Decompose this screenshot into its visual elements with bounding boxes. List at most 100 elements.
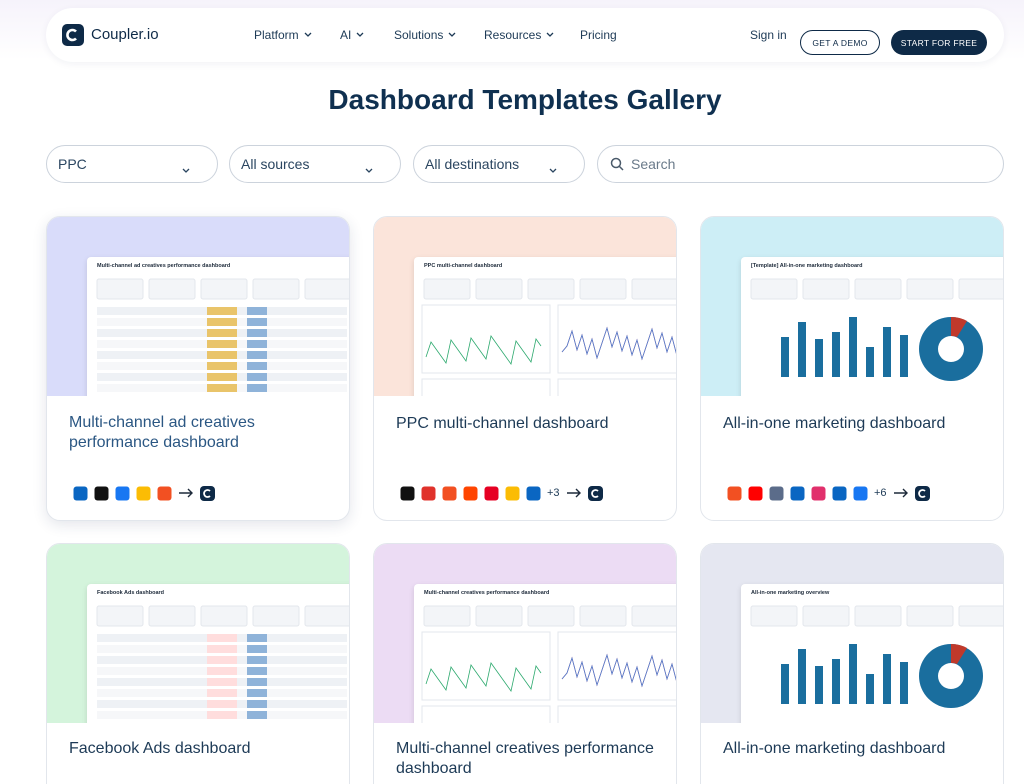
nav-label: Resources [484, 28, 542, 42]
source-icon [94, 486, 109, 500]
dropdown-chevron [549, 161, 558, 177]
source-icon [73, 486, 88, 500]
card-title: All-in-one marketing dashboard [723, 415, 946, 432]
nav-item[interactable]: Platform [254, 28, 312, 42]
coupler-icon [587, 485, 603, 501]
arrow-icon [179, 488, 193, 498]
source-icons: +6 [727, 485, 930, 501]
source-icon [442, 486, 457, 500]
sign-in[interactable]: Sign in [750, 28, 787, 42]
preview-title: Facebook Ads dashboard [97, 590, 165, 596]
chevron [546, 32, 554, 37]
source-icons [73, 485, 215, 501]
chevron [356, 32, 364, 37]
dropdown-chevron [365, 161, 374, 177]
search-placeholder: Search [631, 156, 676, 172]
coupler-icon [914, 485, 930, 501]
dashboard-preview: Multi-channel ad creatives performance d… [87, 257, 349, 396]
start-button[interactable]: START FOR FREE [891, 30, 987, 55]
nav-label: AI [340, 28, 352, 42]
template-card[interactable]: [Template] All-in-one marketing dashboar… [700, 216, 1004, 521]
template-card[interactable]: Facebook Ads dashboard Facebook Ads dashb… [46, 543, 350, 784]
preview-title: [Template] All-in-one marketing dashboar… [751, 263, 863, 269]
preview-title: Multi-channel ad creatives performance d… [97, 263, 231, 269]
dropdown-chevron [182, 161, 191, 177]
card-thumbnail: Multi-channel creatives performance dash… [374, 544, 676, 723]
nav-item[interactable]: Resources [484, 28, 554, 42]
source-icon [400, 486, 415, 500]
preview-graphics [750, 605, 1003, 708]
dashboard-preview: Multi-channel creatives performance dash… [414, 584, 676, 723]
nav-item[interactable]: AI [340, 28, 364, 42]
type-filter[interactable]: PPC [46, 145, 218, 183]
more-sources: +3 [547, 487, 560, 499]
source-icon [811, 486, 826, 500]
card-title: All-in-one marketing dashboard [723, 740, 946, 757]
source-icon [727, 486, 742, 500]
card-thumbnail: Facebook Ads dashboard [47, 544, 349, 723]
card-thumbnail: All-in-one marketing overview [701, 544, 1003, 723]
demo-button[interactable]: GET A DEMO [800, 30, 880, 55]
dashboard-preview: All-in-one marketing overview [741, 584, 1003, 723]
source-icon [832, 486, 847, 500]
preview-graphics [96, 605, 349, 719]
card-thumbnail: Multi-channel ad creatives performance d… [47, 217, 349, 396]
filter-value: All destinations [425, 156, 520, 172]
source-icon [421, 486, 436, 500]
nav-bar: Coupler.io Sign in GET A DEMO START FOR … [46, 8, 1004, 62]
card-title: Multi-channel creatives performance dash… [396, 740, 654, 777]
more-sources: +6 [874, 487, 887, 499]
chevron [549, 168, 557, 173]
chevron [365, 168, 373, 173]
preview-title: All-in-one marketing overview [751, 590, 830, 596]
source-icon [526, 486, 541, 500]
page-title: Dashboard Templates Gallery [328, 84, 722, 115]
filter-value: PPC [58, 156, 87, 172]
source-icon [463, 486, 478, 500]
search-box[interactable]: Search [597, 145, 1004, 183]
source-icon [484, 486, 499, 500]
dashboard-preview: PPC multi-channel dashboard [414, 257, 676, 396]
source-icons: +3 [400, 485, 603, 501]
preview-graphics [96, 278, 349, 392]
source-icon [853, 486, 868, 500]
card-thumbnail: PPC multi-channel dashboard [374, 217, 676, 396]
logo-icon [62, 24, 84, 46]
template-card[interactable]: Multi-channel ad creatives performance d… [46, 216, 350, 521]
filter-value: All sources [241, 156, 310, 172]
nav-item[interactable]: Solutions [394, 28, 456, 42]
template-card[interactable]: All-in-one marketing overview All-in-one … [700, 543, 1004, 784]
card-title: Multi-channel ad creatives performance d… [69, 414, 255, 451]
source-icon [505, 486, 520, 500]
nav-label: Solutions [394, 28, 444, 42]
source-filter[interactable]: All sources [229, 145, 401, 183]
source-icon [769, 486, 784, 500]
template-card[interactable]: PPC multi-channel dashboard PPC multi-cha… [373, 216, 677, 521]
arrow-icon [893, 488, 908, 498]
chevron [182, 168, 190, 173]
card-title: PPC multi-channel dashboard [396, 415, 609, 432]
preview-title: PPC multi-channel dashboard [424, 263, 503, 269]
chevron [304, 32, 312, 37]
dashboard-preview: [Template] All-in-one marketing dashboar… [741, 257, 1003, 396]
preview-graphics [750, 278, 1003, 381]
dashboard-preview: Facebook Ads dashboard [87, 584, 349, 723]
source-icon [157, 486, 172, 500]
logo-text: Coupler.io [91, 26, 159, 43]
source-icon [790, 486, 805, 500]
preview-graphics [421, 278, 676, 396]
source-icon [136, 486, 151, 500]
template-card[interactable]: Multi-channel creatives performance dash… [373, 543, 677, 784]
coupler-icon [200, 485, 215, 501]
search-icon [610, 157, 624, 171]
preview-graphics [421, 605, 676, 723]
card-title: Facebook Ads dashboard [69, 740, 251, 757]
arrow-icon [566, 488, 581, 498]
nav-label: Platform [254, 28, 299, 42]
preview-title: Multi-channel creatives performance dash… [424, 590, 550, 596]
nav-item[interactable]: Pricing [580, 28, 617, 42]
card-thumbnail: [Template] All-in-one marketing dashboar… [701, 217, 1003, 396]
source-icon [115, 486, 130, 500]
destination-filter[interactable]: All destinations [413, 145, 585, 183]
